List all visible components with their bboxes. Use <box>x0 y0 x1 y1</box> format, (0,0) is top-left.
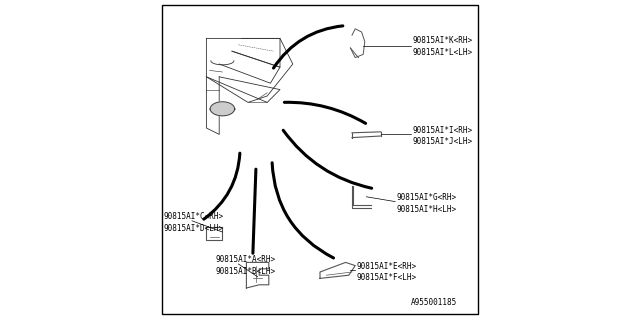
Text: 90815AI*A<RH>
90815AI*B<LH>: 90815AI*A<RH> 90815AI*B<LH> <box>216 255 276 276</box>
Text: 90815AI*C<RH>
90815AI*D<LH>: 90815AI*C<RH> 90815AI*D<LH> <box>163 212 223 233</box>
Text: A955001185: A955001185 <box>412 298 458 307</box>
Text: 90815AI*G<RH>
90815AI*H<LH>: 90815AI*G<RH> 90815AI*H<LH> <box>397 193 457 214</box>
Polygon shape <box>211 102 235 116</box>
Text: 90815AI*E<RH>
90815AI*F<LH>: 90815AI*E<RH> 90815AI*F<LH> <box>357 262 417 283</box>
Text: 90815AI*I<RH>
90815AI*J<LH>: 90815AI*I<RH> 90815AI*J<LH> <box>413 126 473 147</box>
Text: 90815AI*K<RH>
90815AI*L<LH>: 90815AI*K<RH> 90815AI*L<LH> <box>413 36 473 57</box>
